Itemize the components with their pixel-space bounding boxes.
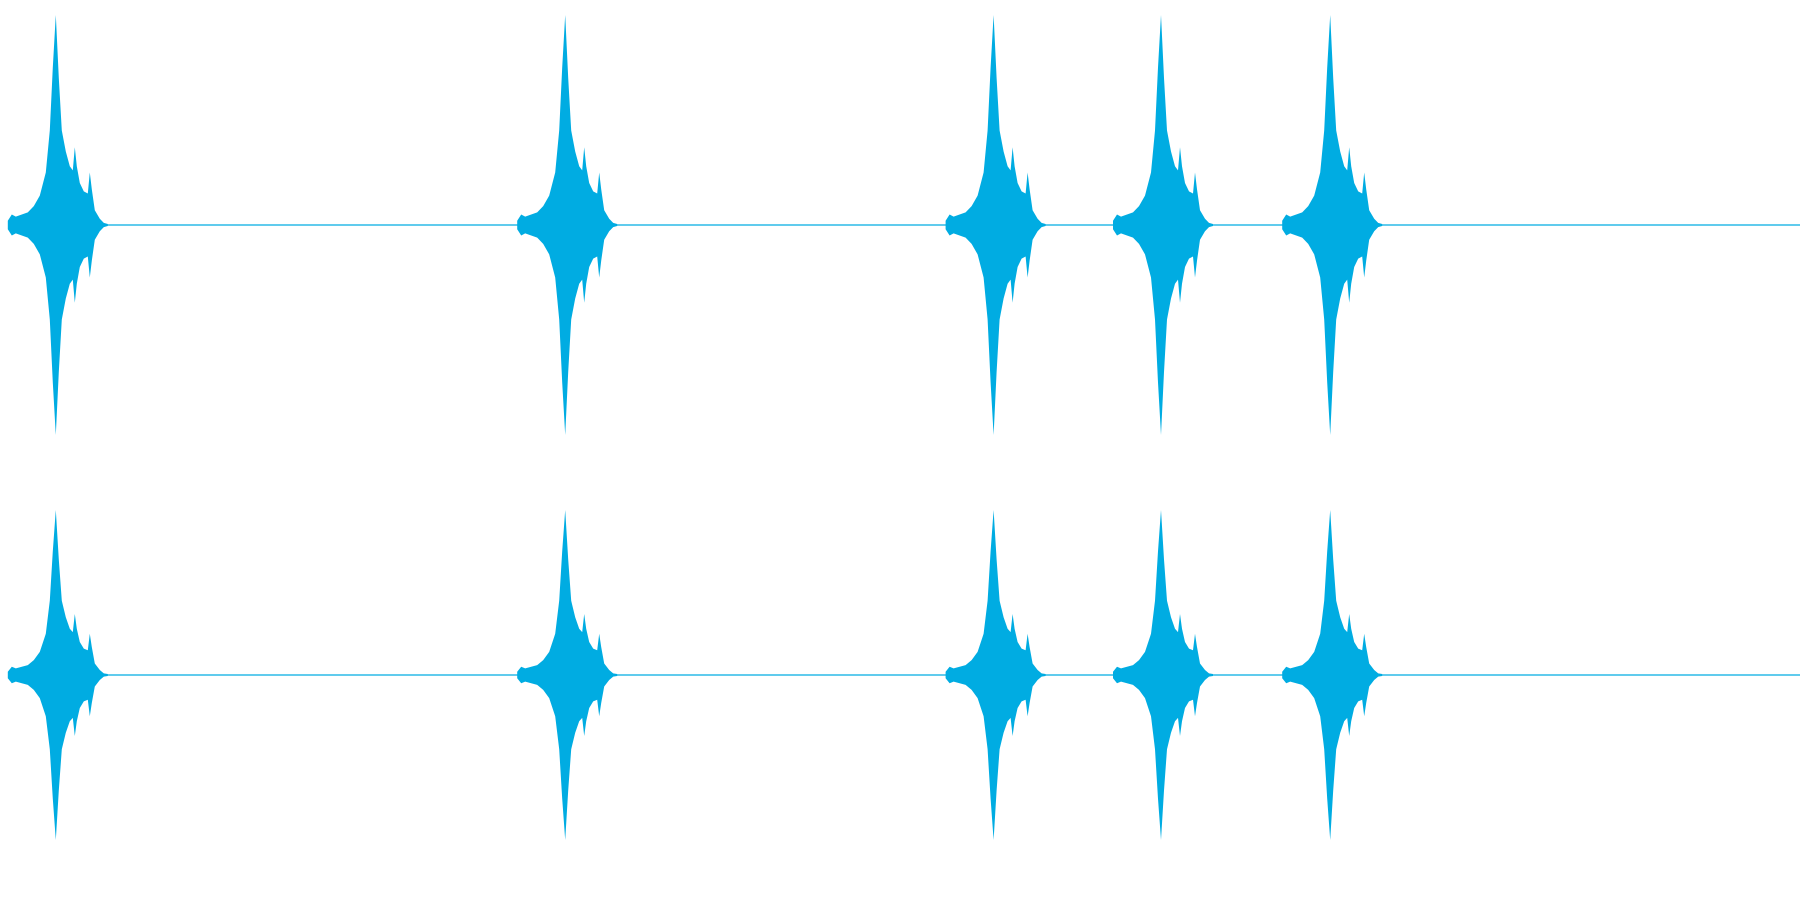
waveform-burst-2: [517, 510, 618, 840]
waveform-burst-2: [517, 15, 618, 435]
waveform-channel-left: [7, 15, 1800, 435]
waveform-channel-right: [7, 510, 1800, 840]
waveform-burst-4: [1113, 510, 1213, 840]
waveform-burst-5: [1282, 15, 1383, 435]
waveform-burst-3: [945, 15, 1046, 435]
waveform-burst-4: [1113, 15, 1213, 435]
waveform-burst-1: [7, 15, 108, 435]
waveform-burst-3: [945, 510, 1046, 840]
waveform-burst-1: [7, 510, 108, 840]
waveform-burst-5: [1282, 510, 1383, 840]
